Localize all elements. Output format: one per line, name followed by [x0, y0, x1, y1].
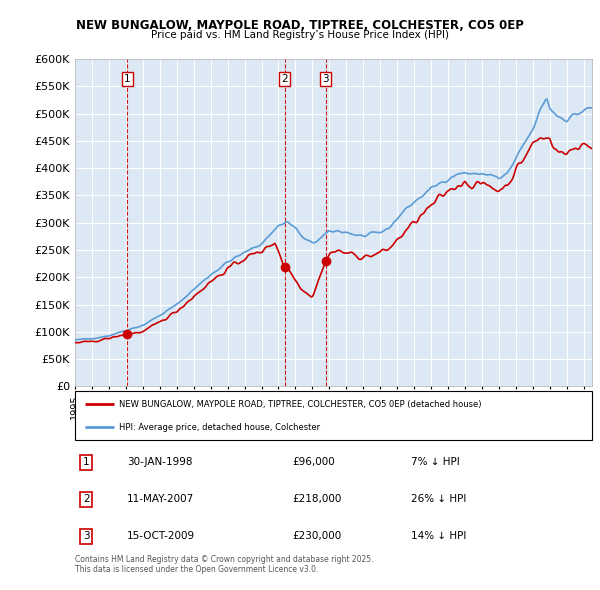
Text: 3: 3: [322, 74, 329, 84]
Text: 2: 2: [83, 494, 89, 504]
Text: Contains HM Land Registry data © Crown copyright and database right 2025.
This d: Contains HM Land Registry data © Crown c…: [75, 555, 373, 574]
Text: £218,000: £218,000: [292, 494, 341, 504]
Text: £96,000: £96,000: [292, 457, 335, 467]
Text: 14% ↓ HPI: 14% ↓ HPI: [411, 532, 467, 542]
Text: Price paid vs. HM Land Registry’s House Price Index (HPI): Price paid vs. HM Land Registry’s House …: [151, 30, 449, 40]
Text: 3: 3: [83, 532, 89, 542]
Text: NEW BUNGALOW, MAYPOLE ROAD, TIPTREE, COLCHESTER, CO5 0EP: NEW BUNGALOW, MAYPOLE ROAD, TIPTREE, COL…: [76, 19, 524, 32]
Text: 1: 1: [83, 457, 89, 467]
Text: HPI: Average price, detached house, Colchester: HPI: Average price, detached house, Colc…: [119, 423, 320, 432]
Text: 26% ↓ HPI: 26% ↓ HPI: [411, 494, 467, 504]
Text: 7% ↓ HPI: 7% ↓ HPI: [411, 457, 460, 467]
Text: NEW BUNGALOW, MAYPOLE ROAD, TIPTREE, COLCHESTER, CO5 0EP (detached house): NEW BUNGALOW, MAYPOLE ROAD, TIPTREE, COL…: [119, 400, 481, 409]
Text: 30-JAN-1998: 30-JAN-1998: [127, 457, 192, 467]
Text: 2: 2: [281, 74, 288, 84]
Text: 11-MAY-2007: 11-MAY-2007: [127, 494, 194, 504]
Text: £230,000: £230,000: [292, 532, 341, 542]
Text: 15-OCT-2009: 15-OCT-2009: [127, 532, 195, 542]
Text: 1: 1: [124, 74, 131, 84]
